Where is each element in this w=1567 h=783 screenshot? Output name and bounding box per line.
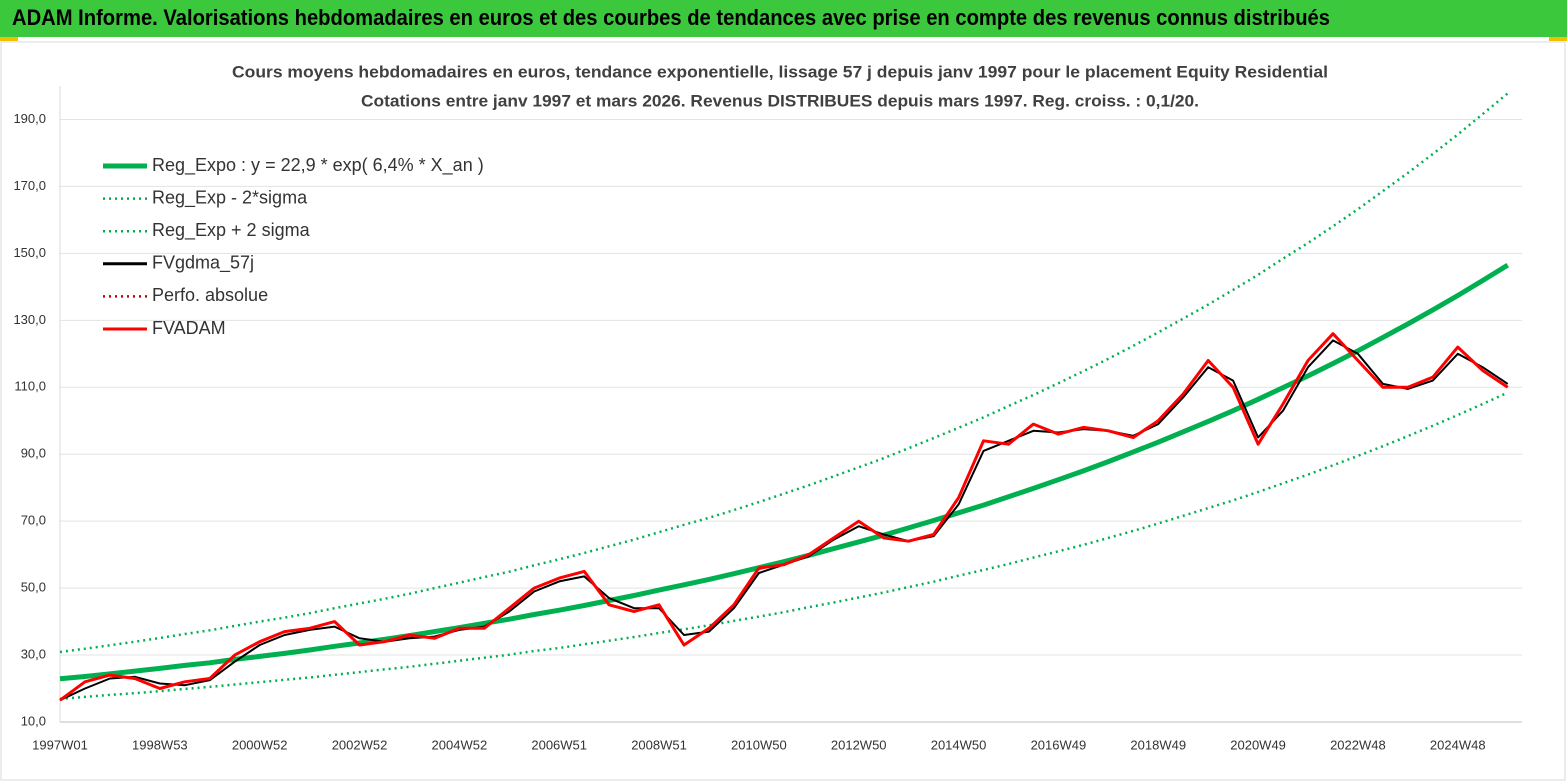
- legend-label: FVgdma_57j: [152, 253, 254, 274]
- x-tick-label: 2024W48: [1430, 737, 1486, 752]
- y-tick-label: 110,0: [14, 379, 46, 394]
- plot-frame: [0, 41, 1566, 781]
- y-tick-label: 130,0: [13, 312, 46, 327]
- x-tick-label: 2002W52: [332, 737, 388, 752]
- y-tick-label: 90,0: [21, 446, 46, 461]
- header-accent: [0, 37, 18, 41]
- y-tick-label: 150,0: [13, 245, 46, 260]
- x-tick-label: 2004W52: [432, 737, 488, 752]
- y-tick-label: 190,0: [13, 111, 46, 126]
- x-tick-label: 2006W51: [531, 737, 587, 752]
- legend-label: FVADAM: [152, 318, 226, 338]
- legend-label: Reg_Exp - 2*sigma: [152, 187, 308, 208]
- y-tick-label: 70,0: [21, 513, 46, 528]
- legend-label: Perfo. absolue: [152, 285, 268, 305]
- series-line: [59, 262, 1510, 682]
- series-line: [59, 339, 1509, 702]
- x-tick-label: 2010W50: [731, 737, 787, 752]
- subtitle: Cotations entre janv 1997 et mars 2026. …: [361, 91, 1199, 110]
- x-tick-label: 1997W01: [32, 737, 88, 752]
- header-bar: [0, 0, 1567, 37]
- legend-label: Reg_Expo : y = 22,9 * exp( 6,4% * X_an ): [152, 155, 484, 176]
- x-tick-label: 2016W49: [1031, 737, 1087, 752]
- subtitle: Cours moyens hebdomadaires en euros, ten…: [232, 62, 1328, 81]
- series-line: [59, 332, 1509, 702]
- series-line: [59, 92, 1509, 654]
- x-tick-label: 2012W50: [831, 737, 887, 752]
- y-tick-label: 10,0: [21, 713, 46, 728]
- x-tick-label: 2022W48: [1330, 737, 1386, 752]
- x-tick-label: 1998W53: [132, 737, 188, 752]
- x-tick-label: 2014W50: [931, 737, 987, 752]
- x-tick-label: 2000W52: [232, 737, 288, 752]
- chart-title: ADAM Informe. Valorisations hebdomadaire…: [12, 5, 1330, 30]
- y-tick-label: 30,0: [21, 646, 46, 661]
- legend-label: Reg_Exp + 2 sigma: [152, 220, 311, 241]
- y-tick-label: 50,0: [21, 580, 46, 595]
- y-tick-label: 170,0: [13, 178, 46, 193]
- x-tick-label: 2018W49: [1130, 737, 1186, 752]
- x-tick-label: 2020W49: [1230, 737, 1286, 752]
- x-tick-label: 2008W51: [631, 737, 687, 752]
- header-accent: [1549, 37, 1567, 41]
